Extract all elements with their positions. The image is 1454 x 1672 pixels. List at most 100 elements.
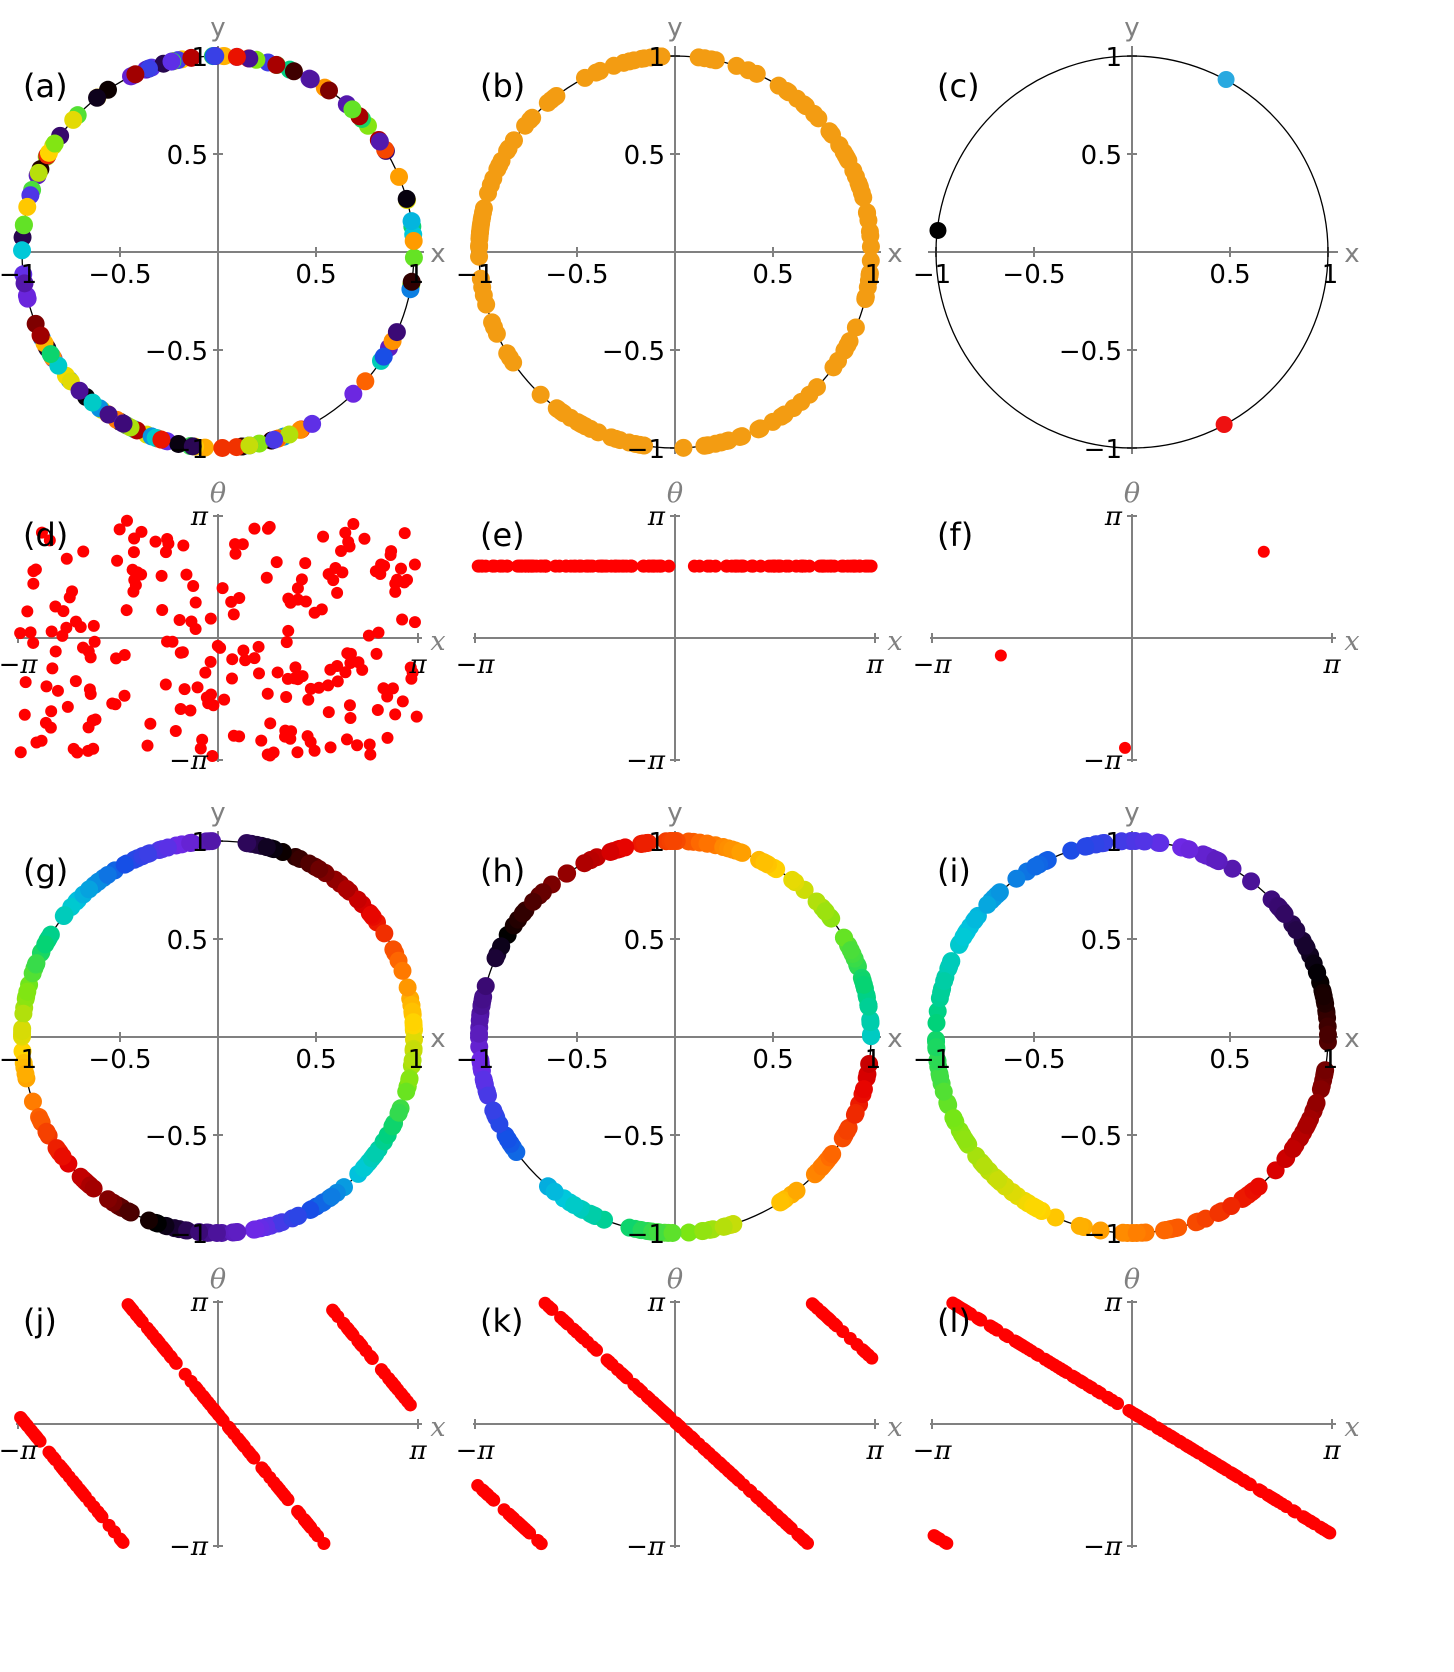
scatter-point [474,203,493,222]
scatter-point [159,678,172,691]
scatter-point [569,1325,583,1339]
scatter-point [138,844,157,863]
scatter-point [27,577,40,590]
scatter-point [60,552,73,565]
scatter-point [1236,1473,1250,1487]
scatter-point [589,1342,603,1356]
scatter-point [29,563,42,576]
scatter-point [941,952,960,971]
scatter-point [1091,1221,1110,1240]
scatter-point [98,865,117,884]
scatter-point [229,547,242,560]
x-tick-label: π [408,650,427,680]
scatter-points [14,1298,417,1551]
scatter-point [190,1223,209,1242]
scatter-point [1134,832,1153,851]
y-tick-label: −1 [627,435,665,465]
scatter-point [478,1086,497,1105]
scatter-point [214,1412,228,1426]
scatter-point [796,96,815,115]
y-axis-label: y [210,13,225,43]
x-tick-label: 0.5 [752,260,793,290]
scatter-point [390,167,409,186]
scatter-point [1180,840,1199,859]
scatter-point [398,527,411,540]
scatter-point [545,1182,564,1201]
y-axis-label: θ [667,478,683,509]
scatter-point [374,347,393,366]
scatter-point [161,533,174,546]
scatter-point [1038,1352,1052,1366]
y-tick-label: −0.5 [145,337,208,367]
y-tick-label: −0.5 [1059,1122,1122,1152]
scatter-point [751,419,770,438]
scatter-point [531,385,550,404]
scatter-point [706,434,725,453]
scatter-point [255,734,268,747]
scatter-point [396,613,409,626]
panel-e: −π π π −π x θ (e) [456,478,903,776]
scatter-point [265,430,284,449]
scatter-point [768,559,782,573]
y-tick-label: −π [169,1532,209,1562]
scatter-point [84,1179,103,1198]
scatter-point [845,1105,864,1124]
scatter-point [87,619,100,632]
scatter-point [620,433,639,452]
scatter-point [515,559,529,573]
scatter-point [99,405,118,424]
scatter-point [389,708,402,721]
x-tick-label: −0.5 [88,1045,151,1075]
scatter-point [1217,71,1235,89]
scatter-point [109,698,122,711]
scatter-point [233,592,246,605]
scatter-point [331,586,344,599]
scatter-point [302,693,315,706]
scatter-point [246,1220,265,1239]
scatter-point [816,559,830,573]
scatter-point [774,1512,788,1526]
scatter-point [408,558,421,571]
x-tick-label: −π [0,650,38,680]
scatter-point [954,927,973,946]
scatter-point [118,689,131,702]
scatter-point [1283,1139,1302,1158]
scatter-point [400,1394,414,1408]
y-tick-label: −1 [170,435,208,465]
x-tick-label: 1 [865,1045,882,1075]
scatter-point [470,226,489,245]
y-tick-label: −π [1083,1532,1123,1562]
unit-circle [935,55,1329,449]
scatter-point [470,1024,489,1043]
scatter-point [86,714,99,727]
scatter-point [787,1181,806,1200]
scatter-point [742,1483,756,1497]
scatter-point [18,982,37,1001]
scatter-point [322,1187,341,1206]
scatter-point [15,274,34,293]
scatter-point [308,744,321,757]
scatter-point [66,585,79,598]
scatter-point [709,559,723,573]
scatter-point [115,855,134,874]
scatter-point [252,640,265,653]
scatter-point [1215,415,1233,433]
scatter-point [308,606,321,619]
x-axis-label: x [1344,626,1359,657]
scatter-point [1118,741,1131,754]
x-tick-label: 1 [1322,1045,1339,1075]
scatter-point [963,1307,977,1321]
scatter-point [121,1298,135,1312]
scatter-point [739,61,758,80]
scatter-point [69,675,82,688]
scatter-point [396,695,409,708]
scatter-point [342,535,355,548]
scatter-point [132,1311,146,1325]
scatter-point [381,731,394,744]
x-tick-label: −1 [0,1045,37,1075]
scatter-point [311,1529,325,1543]
scatter-point [475,1483,489,1497]
scatter-point [471,269,490,288]
scatter-point [483,313,502,332]
scatter-points [927,832,1337,1242]
